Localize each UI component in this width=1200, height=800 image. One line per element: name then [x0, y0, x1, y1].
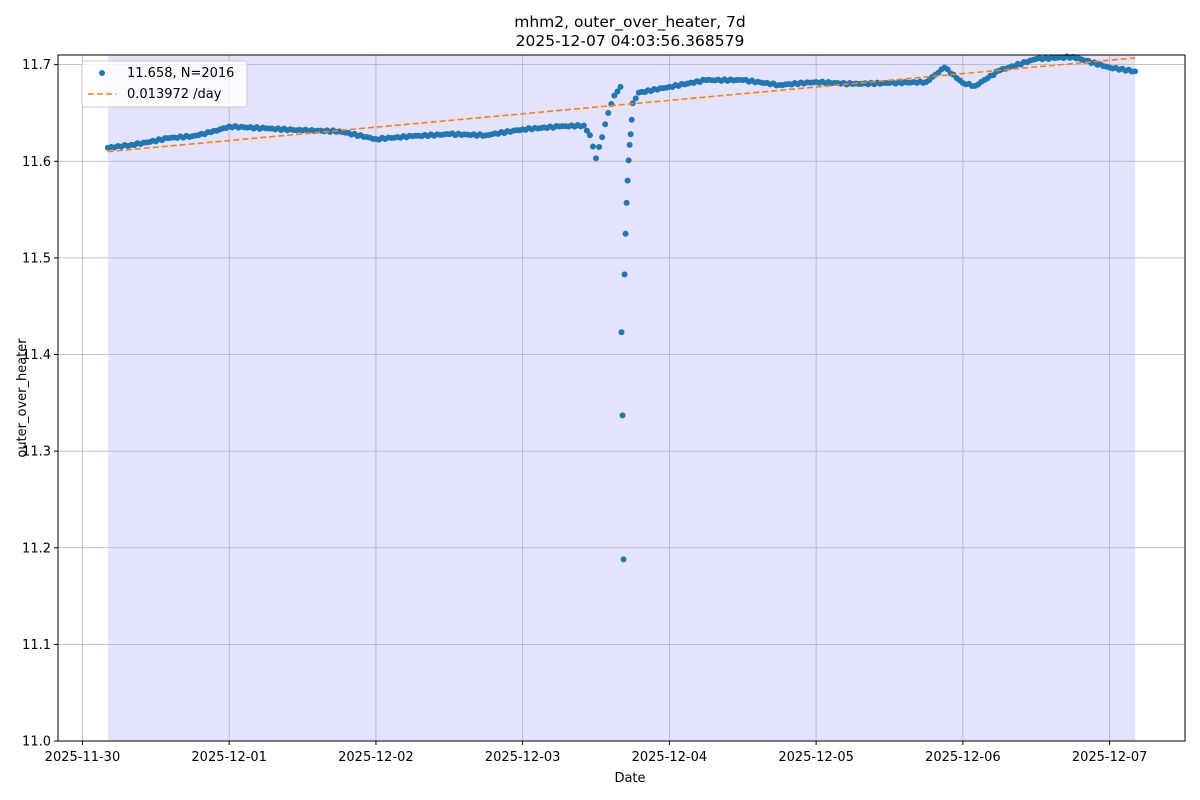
y-tick-label: 11.1 — [22, 638, 51, 653]
y-tick-label: 11.3 — [22, 445, 51, 460]
data-point-fill — [944, 66, 951, 73]
legend-box — [81, 60, 248, 108]
data-point-fill — [632, 95, 639, 102]
data-point — [586, 132, 593, 139]
data-point-fill — [589, 143, 596, 150]
x-tick-label: 2025-12-05 — [778, 750, 854, 765]
y-tick-label: 11.0 — [22, 735, 51, 750]
legend-marker-scatter — [99, 70, 105, 76]
x-tick-label: 2025-12-07 — [1072, 750, 1148, 765]
data-point — [625, 157, 632, 164]
x-tick-label: 2025-12-06 — [925, 750, 1001, 765]
data-point — [593, 155, 600, 162]
legend: 11.658, N=2016 0.013972 /day — [81, 60, 248, 108]
legend-label-scatter: 11.658, N=2016 — [127, 66, 234, 81]
data-point — [617, 83, 624, 90]
y-tick-label: 11.6 — [22, 155, 51, 170]
data-point — [1132, 68, 1139, 75]
y-tick-label: 11.5 — [22, 251, 51, 266]
data-point — [620, 556, 627, 563]
axes-frame — [57, 54, 1186, 742]
y-tick-label: 11.4 — [22, 348, 51, 363]
shaded-span — [107, 55, 1136, 741]
data-point — [626, 141, 633, 148]
data-point — [619, 412, 626, 419]
x-tick-label: 2025-12-03 — [485, 750, 561, 765]
x-tick-label: 2025-11-30 — [45, 750, 121, 765]
x-axis-label: Date — [614, 771, 645, 786]
data-point — [627, 131, 634, 138]
x-tick-label: 2025-12-01 — [191, 750, 267, 765]
data-point — [624, 177, 631, 184]
legend-label-fit: 0.013972 /day — [127, 87, 222, 102]
data-point — [623, 199, 630, 206]
data-point-fill — [596, 144, 603, 151]
data-point — [599, 134, 606, 141]
y-axis-label: outer_over_heater — [15, 338, 30, 458]
x-tick-label: 2025-12-02 — [338, 750, 414, 765]
y-tick-label: 11.2 — [22, 541, 51, 556]
data-point — [580, 122, 587, 129]
data-point-fill — [583, 127, 590, 134]
chart-subtitle: 2025-12-07 04:03:56.368579 — [516, 32, 745, 50]
data-point — [628, 116, 635, 123]
chart-title: mhm2, outer_over_heater, 7d — [514, 13, 746, 32]
data-point — [605, 109, 612, 116]
data-point — [621, 271, 628, 278]
fit-line — [107, 57, 1136, 153]
x-tick-label: 2025-12-04 — [632, 750, 708, 765]
data-point-fill — [602, 121, 609, 128]
y-tick-label: 11.7 — [22, 58, 51, 73]
data-point — [618, 329, 625, 336]
data-point-fill — [614, 88, 621, 95]
data-point — [622, 230, 629, 237]
